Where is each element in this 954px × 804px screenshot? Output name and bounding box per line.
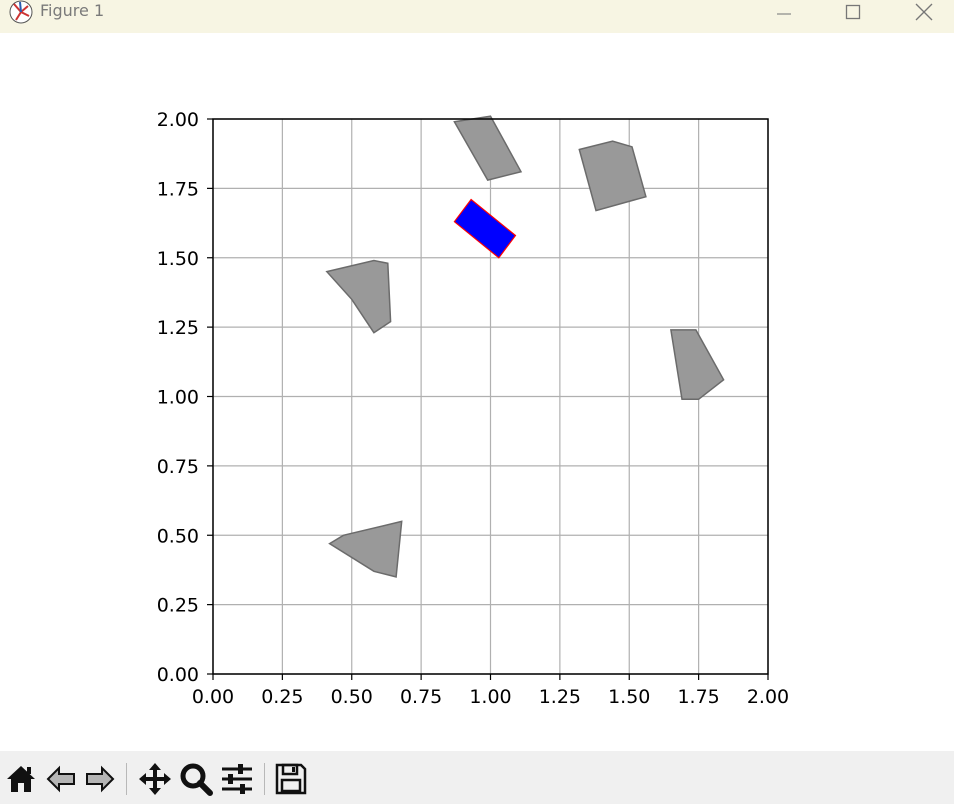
toolbar-separator (126, 763, 127, 795)
obstacle-polygon (328, 520, 403, 578)
move-icon (139, 763, 171, 795)
obstacles (325, 115, 725, 578)
obstacle-polygon (325, 259, 392, 334)
obstacle-polygon (670, 329, 725, 401)
forward-button[interactable] (82, 761, 118, 797)
toolbar-separator (264, 763, 265, 795)
back-button[interactable] (43, 761, 79, 797)
x-tick-label: 1.50 (608, 686, 650, 708)
robot (453, 198, 517, 259)
y-tick-label: 1.50 (157, 248, 199, 270)
y-tick-label: 0.50 (157, 525, 199, 547)
obstacle-polygon (453, 115, 523, 181)
obstacle-polygon (578, 140, 647, 212)
y-tick-label: 0.75 (157, 456, 199, 478)
robot-polygon (453, 198, 517, 259)
window-title: Figure 1 (40, 1, 105, 20)
matplotlib-icon (9, 0, 33, 24)
x-tick-label: 0.00 (192, 686, 234, 708)
axis-ticks: 0.00 0.25 0.50 0.75 1.00 1.25 1.50 1.75 2.00 0.00… (157, 109, 789, 708)
y-tick-label: 2.00 (157, 109, 199, 131)
x-tick-label: 1.00 (469, 686, 511, 708)
figure-canvas[interactable]: 0.00 0.25 0.50 0.75 1.00 1.25 1.50 1.75 2.00 0.00… (0, 33, 954, 751)
x-tick-label: 1.25 (539, 686, 581, 708)
pan-button[interactable] (137, 761, 173, 797)
save-button[interactable] (273, 761, 309, 797)
x-tick-label: 1.75 (677, 686, 719, 708)
back-arrow-icon (46, 765, 75, 793)
floppy-disk-icon (275, 763, 307, 795)
maximize-button[interactable] (830, 0, 876, 24)
x-tick-label: 0.50 (331, 686, 373, 708)
close-icon (915, 3, 933, 21)
x-tick-label: 0.25 (261, 686, 303, 708)
y-tick-label: 1.00 (157, 387, 199, 409)
y-tick-label: 1.75 (157, 178, 199, 200)
plot-svg: 0.00 0.25 0.50 0.75 1.00 1.25 1.50 1.75 2.00 0.00… (157, 109, 789, 708)
maximize-icon (845, 4, 861, 20)
y-tick-label: 0.00 (157, 664, 199, 686)
magnifier-icon (180, 763, 213, 796)
y-tick-label: 0.25 (157, 595, 199, 617)
minimize-button[interactable] (761, 0, 807, 24)
close-button[interactable] (901, 0, 947, 24)
navigation-toolbar (0, 751, 954, 804)
sliders-icon (222, 764, 252, 794)
x-tick-label: 2.00 (747, 686, 789, 708)
x-tick-label: 0.75 (400, 686, 442, 708)
home-icon (7, 766, 35, 792)
zoom-button[interactable] (178, 761, 214, 797)
y-tick-label: 1.25 (157, 317, 199, 339)
forward-arrow-icon (86, 765, 115, 793)
minimize-icon (777, 13, 791, 15)
configure-subplots-button[interactable] (219, 761, 255, 797)
home-button[interactable] (3, 761, 39, 797)
window-titlebar: Figure 1 (0, 0, 954, 33)
